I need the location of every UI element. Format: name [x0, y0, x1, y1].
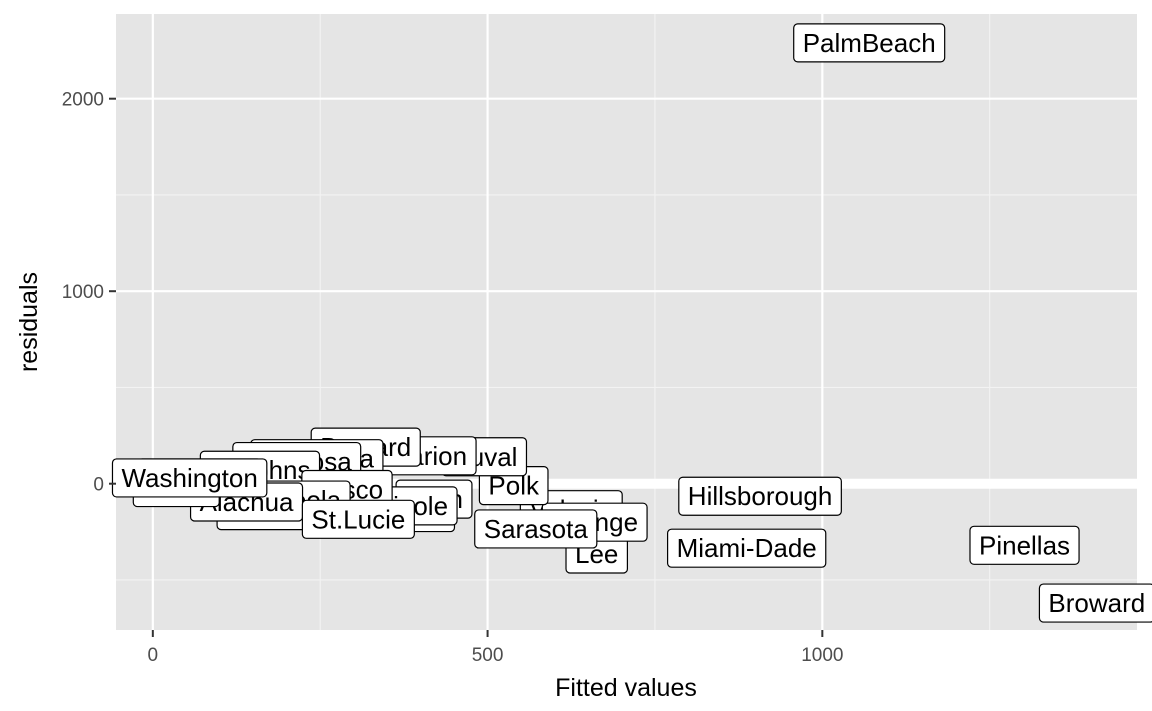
point-label-box: [111, 458, 268, 498]
point-label-box: [1038, 583, 1152, 623]
point-label: Pinellas: [969, 525, 1080, 565]
x-axis-title: Fitted values: [555, 674, 697, 702]
x-tick-label: 500: [472, 645, 504, 666]
grid-lines: [116, 14, 1137, 630]
x-tick-label: 1000: [801, 645, 843, 666]
point-label: St.Lucie: [301, 499, 415, 539]
point-label: Hillsborough: [678, 476, 842, 516]
point-labels: PalmBeach Hillsborough Miami-Dade Pinellas B…: [111, 23, 1152, 623]
y-tick-label: 1000: [62, 282, 104, 303]
point-label-box: [969, 525, 1080, 565]
point-label-box: [474, 509, 598, 549]
y-tick-label: 2000: [62, 90, 104, 111]
point-label: Sarasota: [474, 509, 598, 549]
point-label-text: Pinellas: [979, 530, 1070, 560]
point-label: Washington: [111, 458, 268, 498]
x-tick-label: 0: [148, 645, 159, 666]
point-label-text: PalmBeach: [803, 28, 936, 58]
point-label-text: Sarasota: [484, 514, 589, 544]
point-label-box: [678, 476, 842, 516]
y-axis-title: residuals: [15, 272, 43, 372]
axes: 0 500 1000 0 1000 2000: [62, 90, 844, 666]
point-label-box: [301, 499, 415, 539]
point-label-box: [793, 23, 946, 63]
point-label-text: Hillsborough: [688, 481, 833, 511]
point-label-text: Broward: [1048, 588, 1145, 618]
point-label-text: St.Lucie: [311, 504, 405, 534]
y-tick-label: 0: [93, 475, 104, 496]
point-label: Broward: [1038, 583, 1152, 623]
point-label-text: Miami-Dade: [677, 533, 817, 563]
point-label-text: Washington: [121, 463, 257, 493]
point-label-box: [666, 528, 827, 568]
point-label: Miami-Dade: [666, 528, 827, 568]
point-label: PalmBeach: [793, 23, 946, 63]
